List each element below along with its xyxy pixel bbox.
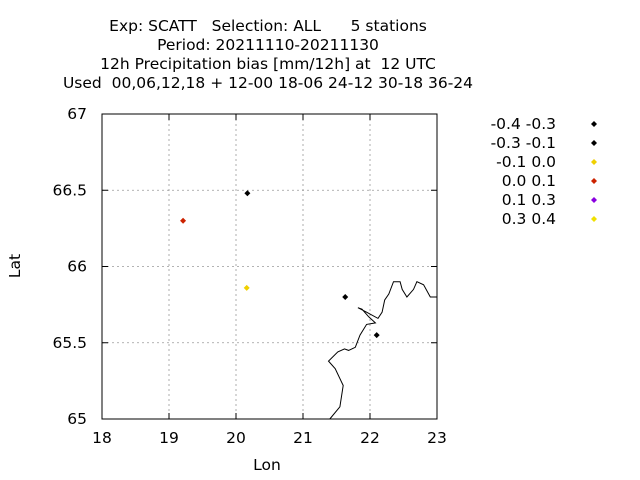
data-point	[180, 217, 187, 224]
legend-label: 0.1 0.3	[502, 191, 556, 209]
title-line-3: 12h Precipitation bias [mm/12h] at 12 UT…	[100, 55, 436, 73]
legend-marker	[591, 197, 597, 203]
legend-marker	[591, 159, 597, 165]
x-axis-label: Lon	[253, 456, 281, 474]
x-tick-label: 19	[159, 429, 179, 447]
data-point	[244, 190, 251, 197]
coastline	[327, 281, 437, 420]
y-tick-label: 66	[67, 258, 87, 276]
title-line-2: Period: 20211110-20211130	[157, 36, 379, 54]
title-line-1: Exp: SCATT Selection: ALL 5 stations	[109, 17, 427, 35]
legend: -0.4 -0.3-0.3 -0.1-0.1 0.00.0 0.10.1 0.3…	[491, 115, 597, 228]
data-point	[342, 294, 349, 300]
y-axis-label: Lat	[6, 254, 24, 278]
data-point	[373, 332, 380, 339]
legend-marker	[591, 178, 597, 184]
legend-label: 0.3 0.4	[502, 210, 556, 228]
legend-label: -0.1 0.0	[496, 153, 556, 171]
axis-ticks: 18 19 20 21 22 23 65 65.5 66 66.5 67	[52, 105, 446, 447]
y-tick-label: 66.5	[52, 181, 87, 199]
grid	[102, 114, 437, 419]
x-tick-label: 18	[92, 429, 112, 447]
legend-marker	[591, 216, 597, 222]
chart-title: Exp: SCATT Selection: ALL 5 stations Per…	[0, 17, 536, 93]
legend-label: -0.3 -0.1	[491, 134, 556, 152]
x-tick-label: 21	[293, 429, 313, 447]
legend-label: 0.0 0.1	[502, 172, 556, 190]
x-tick-label: 22	[360, 429, 380, 447]
legend-marker	[591, 121, 597, 127]
data-point	[243, 284, 250, 291]
y-tick-label: 65	[67, 410, 87, 428]
title-line-4: Used 00,06,12,18 + 12-00 18-06 24-12 30-…	[62, 74, 474, 92]
y-tick-label: 67	[67, 105, 87, 123]
legend-marker	[591, 140, 597, 146]
y-tick-label: 65.5	[52, 334, 87, 352]
legend-label: -0.4 -0.3	[491, 115, 556, 133]
x-tick-label: 23	[427, 429, 447, 447]
x-tick-label: 20	[226, 429, 246, 447]
data-points	[180, 190, 380, 339]
